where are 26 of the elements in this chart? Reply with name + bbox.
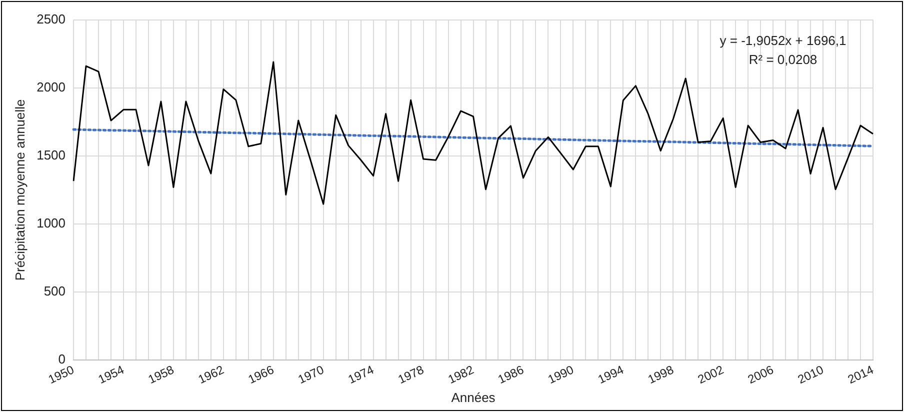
y-tick-label: 1500 bbox=[36, 147, 66, 162]
x-tick-label: 1982 bbox=[446, 362, 476, 387]
x-tick-label: 2010 bbox=[796, 362, 826, 387]
x-tick-label: 2006 bbox=[746, 362, 776, 387]
y-axis-title: Précipitation moyenne annuelle bbox=[12, 99, 28, 281]
x-tick-label: 1958 bbox=[146, 362, 176, 387]
x-tick-label: 1994 bbox=[596, 362, 626, 387]
x-tick-label: 1966 bbox=[246, 362, 276, 387]
y-tick-label: 2500 bbox=[36, 11, 66, 26]
y-tick-label: 1000 bbox=[36, 216, 66, 231]
line-series bbox=[72, 128, 874, 148]
y-tick-label: 500 bbox=[44, 284, 66, 299]
x-tick-label: 1962 bbox=[196, 362, 226, 387]
x-tick-label: 1954 bbox=[96, 362, 126, 387]
x-tick-label: 1998 bbox=[646, 362, 676, 387]
x-tick-label: 2014 bbox=[846, 362, 876, 387]
annotation: y = -1,9052x + 1696,1 bbox=[720, 32, 846, 48]
x-tick-label: 1986 bbox=[496, 362, 526, 387]
x-tick-label: 1970 bbox=[296, 362, 326, 387]
x-tick-label: 2002 bbox=[696, 362, 726, 387]
x-tick-label: 1978 bbox=[396, 362, 426, 387]
x-tick-label: 1990 bbox=[546, 362, 576, 387]
y-tick-label: 2000 bbox=[36, 79, 66, 94]
x-axis-title: Années bbox=[451, 390, 496, 405]
annotation: R² = 0,0208 bbox=[748, 52, 818, 67]
x-tick-label: 1974 bbox=[346, 362, 376, 387]
